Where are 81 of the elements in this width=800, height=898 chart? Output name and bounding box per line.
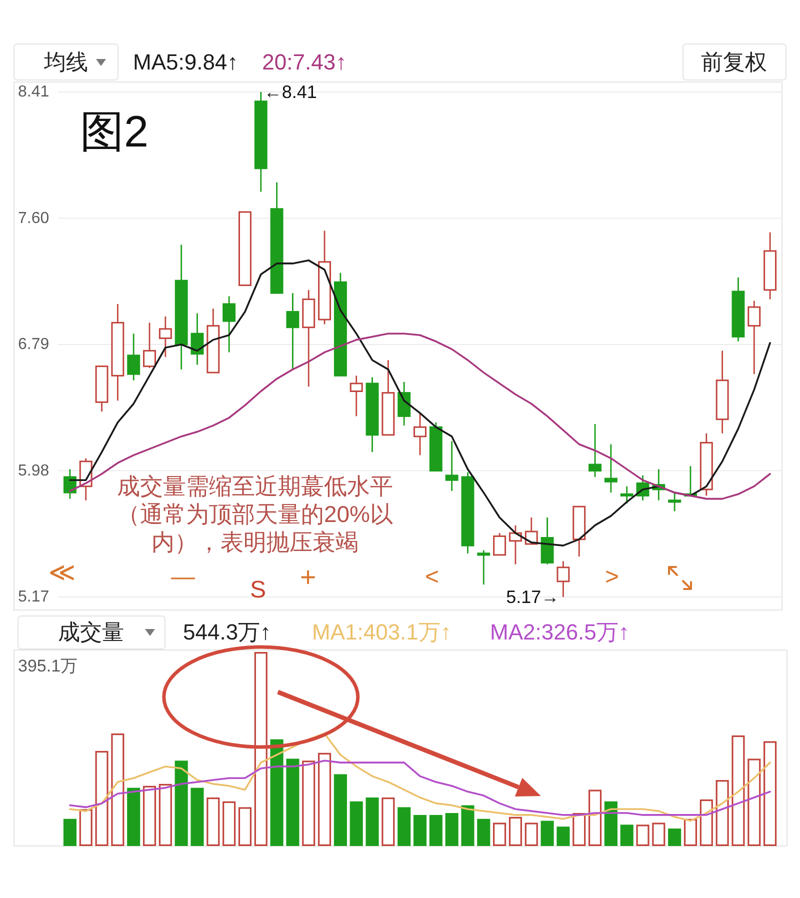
bar	[477, 818, 490, 846]
bar	[334, 774, 347, 846]
bar	[158, 784, 172, 846]
annotation: +	[300, 562, 316, 592]
bar	[398, 807, 411, 846]
candlestick	[414, 412, 426, 456]
y-tick-label: 5.17	[18, 588, 50, 606]
bar	[604, 801, 618, 846]
bar	[445, 813, 458, 846]
bar	[95, 750, 108, 846]
bar	[222, 801, 236, 846]
bar	[540, 820, 554, 846]
candlestick	[493, 532, 506, 556]
candlestick	[556, 560, 570, 598]
bar	[238, 807, 252, 846]
bar	[716, 780, 729, 846]
annotation: <	[424, 564, 440, 590]
annotation: ≪	[48, 557, 76, 587]
bar	[111, 733, 124, 846]
bar	[764, 741, 777, 846]
legend-title: 均线	[43, 50, 88, 74]
bar	[174, 760, 188, 846]
bar	[668, 828, 682, 846]
text: 前复权	[701, 50, 767, 74]
y-tick-label: 6.79	[18, 336, 50, 353]
bar	[286, 758, 300, 846]
candlestick	[143, 322, 156, 369]
candlestick	[350, 374, 363, 417]
bar	[206, 798, 220, 846]
annotation: >	[604, 564, 620, 590]
bar	[429, 814, 442, 846]
candlestick	[222, 295, 236, 353]
bar	[588, 790, 602, 846]
text: 20:7.43↑	[262, 50, 347, 74]
bar	[636, 824, 650, 846]
bar	[572, 813, 586, 846]
bar	[142, 786, 156, 846]
candlestick	[620, 486, 634, 504]
candlestick	[445, 440, 458, 492]
bar	[700, 799, 713, 846]
candlestick	[588, 423, 602, 478]
candlestick	[127, 332, 140, 382]
candlestick	[604, 444, 618, 494]
bar	[302, 760, 316, 846]
candlestick	[158, 316, 172, 358]
bar	[461, 805, 474, 846]
annotation: 成交量需缩至近期蕞低水平（通常为顶部天量的20%以内），表明抛压衰竭	[116, 473, 394, 555]
bar	[318, 752, 332, 846]
bar	[732, 735, 745, 846]
bar	[508, 816, 522, 846]
candlestick	[398, 381, 411, 426]
bar	[127, 788, 140, 846]
bar	[382, 798, 395, 846]
bar	[524, 822, 538, 846]
annotation: S	[250, 576, 266, 604]
bar	[620, 824, 634, 846]
bar	[556, 826, 570, 846]
bar	[190, 788, 204, 846]
y-tick-label: 5.98	[18, 462, 50, 480]
annotation: ←8.41	[264, 82, 317, 102]
candlestick	[668, 492, 682, 512]
bar	[366, 798, 379, 846]
bar	[748, 758, 761, 846]
bar	[63, 818, 76, 846]
chart-title: 图2	[80, 108, 148, 156]
bar	[270, 739, 284, 846]
text: MA5:9.84↑	[133, 50, 238, 74]
bar	[493, 822, 506, 846]
bar	[652, 822, 666, 846]
annotation: —	[171, 564, 195, 590]
candlestick	[748, 300, 761, 375]
bar	[684, 818, 698, 846]
candlestick	[286, 292, 300, 370]
y-tick-label: 8.41	[18, 84, 50, 100]
y-tick-label: 7.60	[18, 210, 50, 227]
bar	[254, 652, 268, 846]
annotation: 5.17→	[506, 587, 560, 607]
bar	[350, 801, 363, 846]
bar	[413, 814, 427, 846]
bar	[79, 809, 92, 846]
candlestick	[477, 550, 490, 586]
